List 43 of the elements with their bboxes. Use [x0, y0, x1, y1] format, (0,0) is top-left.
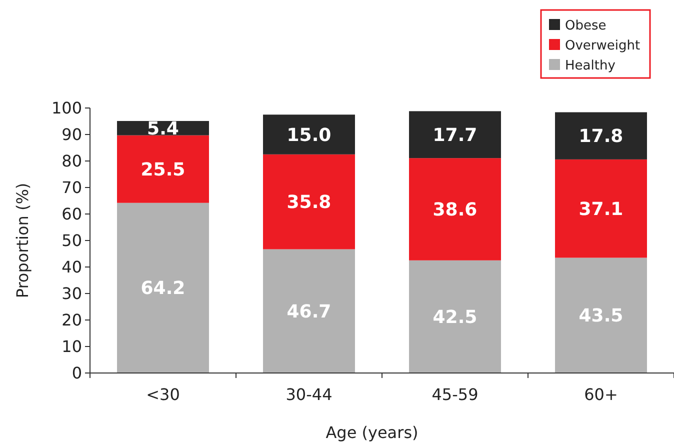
- bar: [555, 112, 647, 160]
- y-tick-label: 10: [62, 337, 82, 356]
- y-tick-label: 0: [72, 364, 82, 383]
- x-tick-label: 45-59: [432, 385, 478, 404]
- data-label: 5.4: [147, 118, 179, 140]
- data-label: 37.1: [578, 198, 624, 220]
- bar: [263, 249, 355, 373]
- data-label: 46.7: [286, 301, 332, 322]
- bar: [263, 114, 355, 154]
- y-tick-label: 80: [62, 152, 82, 171]
- legend-label: Obese: [565, 18, 606, 34]
- legend-label: Overweight: [565, 38, 640, 54]
- y-tick-label: 50: [62, 231, 82, 250]
- bar: [117, 135, 209, 203]
- y-tick-label: 20: [62, 310, 82, 330]
- data-label: 17.8: [578, 126, 624, 148]
- bar: [409, 260, 501, 373]
- data-label: 64.2: [140, 278, 186, 300]
- data-label: 43.5: [578, 306, 624, 327]
- data-label: 15.0: [286, 124, 332, 146]
- data-label: 25.5: [140, 159, 186, 180]
- y-tick-label: 40: [62, 258, 82, 277]
- x-tick-label: 60+: [584, 385, 618, 404]
- bar: [555, 159, 647, 258]
- y-tick-label: 30: [62, 284, 82, 304]
- bar: [555, 258, 647, 373]
- legend-label: Healthy: [565, 58, 616, 74]
- bar: [409, 111, 501, 158]
- x-tick-label: 30-44: [286, 385, 332, 404]
- y-tick-label: 60: [62, 204, 82, 224]
- data-label: 42.5: [432, 306, 478, 328]
- x-axis-title: Age (years): [326, 423, 418, 442]
- x-tick-label: <30: [146, 385, 180, 404]
- bar: [117, 202, 209, 373]
- y-tick-label: 100: [51, 98, 82, 118]
- data-label: 35.8: [286, 192, 332, 214]
- bar: [409, 158, 501, 260]
- y-tick-label: 90: [62, 125, 82, 144]
- bar: [263, 154, 355, 250]
- data-label: 17.7: [432, 124, 478, 146]
- y-axis-title: Proportion (%): [13, 182, 32, 298]
- y-tick-label: 70: [62, 178, 82, 198]
- data-label: 38.6: [432, 200, 478, 221]
